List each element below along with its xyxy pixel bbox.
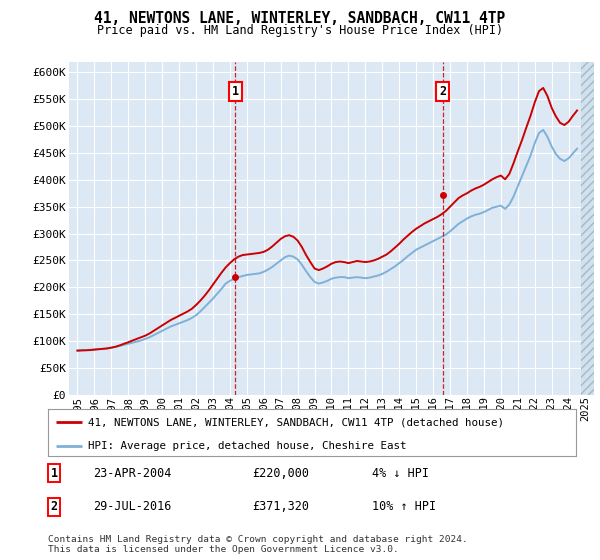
Text: 1: 1: [50, 466, 58, 480]
Text: 41, NEWTONS LANE, WINTERLEY, SANDBACH, CW11 4TP (detached house): 41, NEWTONS LANE, WINTERLEY, SANDBACH, C…: [88, 417, 503, 427]
Bar: [581, 62, 594, 395]
Text: 10% ↑ HPI: 10% ↑ HPI: [372, 500, 436, 514]
Text: 1: 1: [232, 85, 239, 97]
Text: £371,320: £371,320: [252, 500, 309, 514]
Text: 2: 2: [50, 500, 58, 514]
Text: 29-JUL-2016: 29-JUL-2016: [93, 500, 172, 514]
Text: HPI: Average price, detached house, Cheshire East: HPI: Average price, detached house, Ches…: [88, 441, 406, 451]
Text: 23-APR-2004: 23-APR-2004: [93, 466, 172, 480]
Text: £220,000: £220,000: [252, 466, 309, 480]
Text: Contains HM Land Registry data © Crown copyright and database right 2024.
This d: Contains HM Land Registry data © Crown c…: [48, 535, 468, 554]
Text: 2: 2: [439, 85, 446, 97]
Text: 4% ↓ HPI: 4% ↓ HPI: [372, 466, 429, 480]
Text: 41, NEWTONS LANE, WINTERLEY, SANDBACH, CW11 4TP: 41, NEWTONS LANE, WINTERLEY, SANDBACH, C…: [94, 11, 506, 26]
Text: Price paid vs. HM Land Registry's House Price Index (HPI): Price paid vs. HM Land Registry's House …: [97, 24, 503, 36]
